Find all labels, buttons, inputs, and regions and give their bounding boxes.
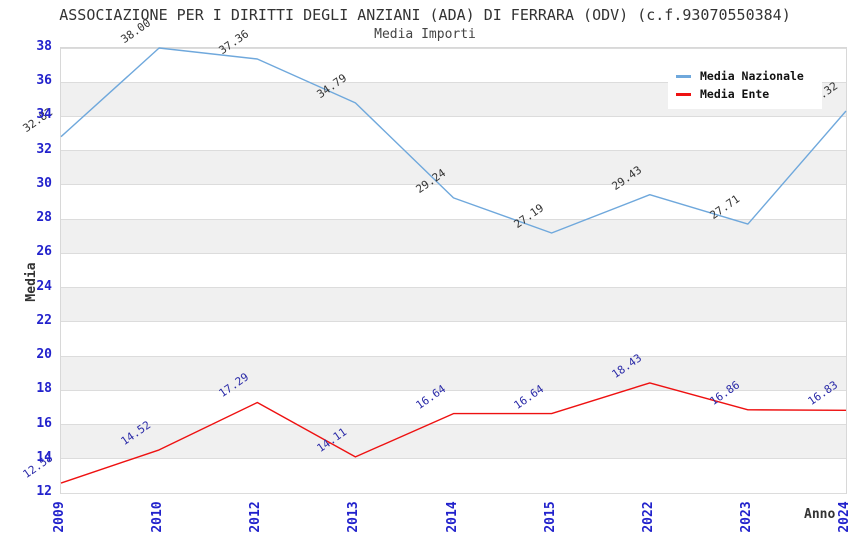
gridline [61, 355, 846, 357]
x-axis-title: Anno [804, 507, 836, 522]
gridline [61, 252, 846, 254]
gridline [61, 47, 846, 49]
plot-band [61, 219, 846, 254]
y-tick-label: 20 [36, 347, 52, 363]
y-tick-label: 32 [36, 141, 52, 157]
plot-band [61, 184, 846, 220]
gridline [61, 81, 846, 83]
legend: Media Nazionale Media Ente [668, 61, 822, 109]
plot-band [61, 390, 846, 425]
x-tick-label: 2015 [542, 501, 558, 533]
gridline [61, 424, 846, 426]
y-tick-label: 36 [36, 73, 52, 89]
x-tick-label: 2024 [837, 501, 850, 533]
gridline [61, 115, 846, 117]
plot-band [61, 150, 846, 185]
x-tick-label: 2013 [346, 501, 362, 533]
legend-label: Media Nazionale [700, 69, 804, 83]
x-tick-label: 2014 [444, 501, 460, 533]
plot-band [61, 287, 846, 322]
y-tick-label: 28 [36, 210, 52, 226]
gridline [61, 389, 846, 391]
y-tick-label: 14 [36, 449, 52, 465]
x-tick-label: 2022 [640, 501, 656, 533]
y-tick-label: 26 [36, 244, 52, 260]
plot-band [61, 356, 846, 391]
x-tick-label: 2010 [150, 501, 166, 533]
gridline [61, 184, 846, 186]
x-tick-label: 2023 [738, 501, 754, 533]
gridline [61, 218, 846, 220]
gridline [61, 321, 846, 323]
gridline [61, 458, 846, 460]
legend-item-media-nazionale: Media Nazionale [676, 68, 822, 84]
x-tick-label: 2012 [248, 501, 264, 533]
plot-band [61, 253, 846, 288]
y-tick-label: 22 [36, 312, 52, 328]
gridline [61, 492, 846, 494]
plot-area: 32.82 38.00 37.36 34.79 29.24 27.19 29.43 27.71… [21, 16, 847, 494]
plot-band [61, 458, 846, 493]
legend-label: Media Ente [700, 87, 770, 101]
series-lines [60, 47, 847, 484]
legend-item-media-ente: Media Ente [676, 86, 822, 102]
gridline [61, 287, 846, 289]
y-tick-label: 34 [36, 107, 52, 123]
y-tick-label: 16 [36, 415, 52, 431]
plot-band [61, 424, 846, 459]
y-tick-label: 30 [36, 175, 52, 191]
y-tick-label: 24 [36, 278, 52, 294]
y-tick-label: 38 [36, 39, 52, 54]
x-tick-label: 2009 [52, 501, 67, 533]
plot-band [61, 116, 846, 151]
plot-band [61, 321, 846, 357]
series-line-1 [60, 382, 847, 484]
gridline [61, 150, 846, 152]
y-tick-label: 18 [36, 381, 52, 397]
line-swatch-icon [676, 92, 691, 96]
line-swatch-icon [676, 74, 691, 78]
chart-subtitle: Media Importi [374, 27, 476, 42]
y-tick-label: 12 [36, 484, 52, 499]
chart-title: ASSOCIAZIONE PER I DIRITTI DEGLI ANZIANI… [59, 6, 791, 24]
series-line-0 [60, 47, 847, 234]
